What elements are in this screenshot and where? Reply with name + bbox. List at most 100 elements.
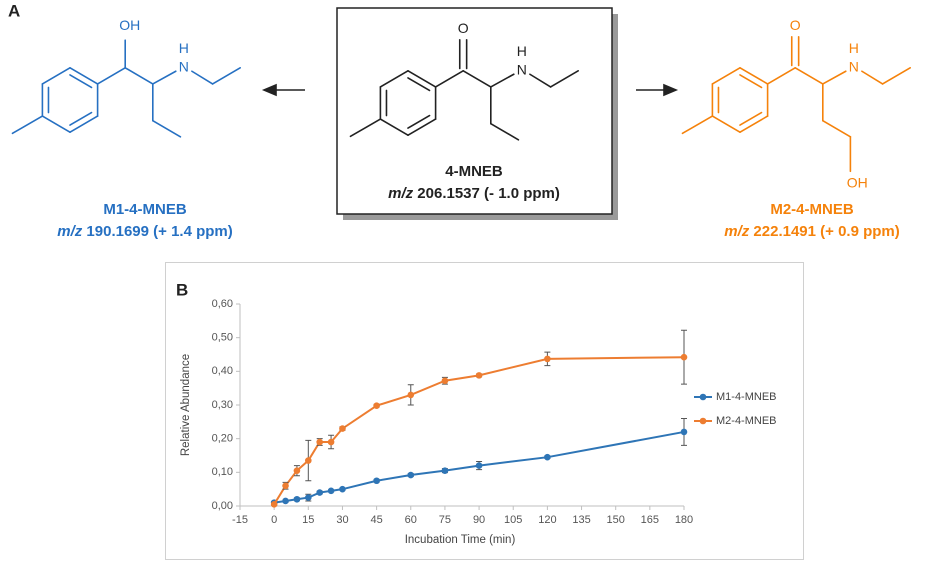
bond xyxy=(529,73,552,88)
ring-bond xyxy=(379,118,409,136)
legend-marker xyxy=(699,417,707,425)
x-tick-label: 120 xyxy=(538,514,556,526)
atom-label: N xyxy=(517,62,527,78)
molecule-structure: OH HN M1-4-MNEB m/z 190.1699 (+ 1.4 ppm) xyxy=(11,17,241,240)
y-tick-label: 0,50 xyxy=(212,332,233,344)
bond xyxy=(489,122,520,141)
legend-marker xyxy=(699,393,707,401)
compound-name: 4-MNEB xyxy=(445,163,503,180)
data-point xyxy=(544,453,551,461)
atom-label: H xyxy=(179,40,189,56)
atom-label: OH xyxy=(847,175,868,191)
ring-double-bond xyxy=(739,74,763,89)
data-point xyxy=(316,489,323,496)
mass-value: 190.1699 (+ 1.4 ppm) xyxy=(82,223,233,240)
x-tick-label: 165 xyxy=(641,514,659,526)
panel-label: B xyxy=(176,280,188,299)
bond xyxy=(549,70,580,88)
data-point xyxy=(305,457,312,464)
ring-bond xyxy=(407,70,437,88)
data-point xyxy=(327,487,335,495)
data-point xyxy=(407,471,415,479)
mass-prefix: m/z xyxy=(388,185,414,202)
atom-label: H xyxy=(517,43,527,59)
legend-text: M2-4-MNEB xyxy=(716,415,777,427)
ring-double-bond xyxy=(69,74,93,89)
compound-name: M1-4-MNEB xyxy=(103,201,187,218)
ring-bond xyxy=(69,67,99,85)
data-point xyxy=(441,377,449,385)
bond xyxy=(152,70,177,85)
data-point xyxy=(270,501,278,508)
mass-prefix: m/z xyxy=(724,223,750,240)
ring-bond xyxy=(41,115,71,133)
bond xyxy=(489,73,515,88)
atom-label: N xyxy=(849,59,859,75)
atom-label: OH xyxy=(119,17,140,33)
x-tick-label: -15 xyxy=(232,514,248,526)
data-point xyxy=(475,372,483,379)
x-tick-label: 60 xyxy=(405,514,417,526)
arrow-right xyxy=(636,83,679,97)
x-tick-label: 45 xyxy=(370,514,382,526)
data-point xyxy=(293,495,301,503)
mass-label: m/z 190.1699 (+ 1.4 ppm) xyxy=(57,223,233,240)
bond xyxy=(11,115,44,135)
ring-bond xyxy=(711,115,741,133)
y-tick-label: 0,10 xyxy=(212,466,233,478)
bond xyxy=(681,115,714,135)
panel-label: A xyxy=(8,1,20,20)
ring-bond xyxy=(379,70,409,88)
x-axis-title: Incubation Time (min) xyxy=(405,534,516,546)
atom-label: H xyxy=(849,40,859,56)
bond xyxy=(434,70,465,88)
ring-double-bond xyxy=(69,111,93,126)
atom-label: N xyxy=(179,59,189,75)
molecule-structure: O HN 4-MNEB m/z 206.1537 (- 1.0 ppm) xyxy=(349,20,580,202)
x-tick-label: 15 xyxy=(302,514,314,526)
y-tick-label: 0,00 xyxy=(212,500,233,512)
bond xyxy=(794,67,824,85)
y-tick-label: 0,40 xyxy=(212,365,233,377)
mass-label: m/z 206.1537 (- 1.0 ppm) xyxy=(388,185,560,202)
ring-double-bond xyxy=(407,114,431,129)
y-tick-label: 0,60 xyxy=(212,298,233,310)
y-tick-label: 0,30 xyxy=(212,399,233,411)
bond xyxy=(124,67,154,85)
bond xyxy=(191,70,214,85)
ring-double-bond xyxy=(407,77,431,92)
legend-text: M1-4-MNEB xyxy=(716,391,777,403)
ring-bond xyxy=(711,67,741,85)
ring-bond xyxy=(739,115,769,133)
data-point xyxy=(475,462,483,469)
data-point xyxy=(373,477,380,485)
bond xyxy=(881,67,912,85)
x-tick-label: 30 xyxy=(336,514,348,526)
data-point xyxy=(293,467,301,474)
bond xyxy=(211,67,241,85)
y-axis-title: Relative Abundance xyxy=(180,354,192,456)
bond xyxy=(861,70,884,85)
x-tick-label: 135 xyxy=(572,514,590,526)
ring-bond xyxy=(739,67,769,85)
x-tick-label: 75 xyxy=(439,514,451,526)
mass-value: 222.1491 (+ 0.9 ppm) xyxy=(749,223,900,240)
data-point xyxy=(339,425,346,432)
ring-bond xyxy=(41,67,71,85)
bond xyxy=(821,70,847,85)
data-point xyxy=(327,438,335,446)
mass-value: 206.1537 (- 1.0 ppm) xyxy=(413,185,560,202)
data-point xyxy=(680,428,688,436)
bond xyxy=(152,119,182,138)
data-point xyxy=(316,438,323,446)
parent-box xyxy=(336,7,613,215)
atom-label: O xyxy=(458,20,469,36)
x-tick-label: 150 xyxy=(607,514,625,526)
bond xyxy=(766,67,797,85)
x-tick-label: 105 xyxy=(504,514,522,526)
data-point xyxy=(339,485,346,493)
bond xyxy=(821,119,852,138)
y-tick-label: 0,20 xyxy=(212,433,233,445)
x-tick-label: 180 xyxy=(675,514,693,526)
